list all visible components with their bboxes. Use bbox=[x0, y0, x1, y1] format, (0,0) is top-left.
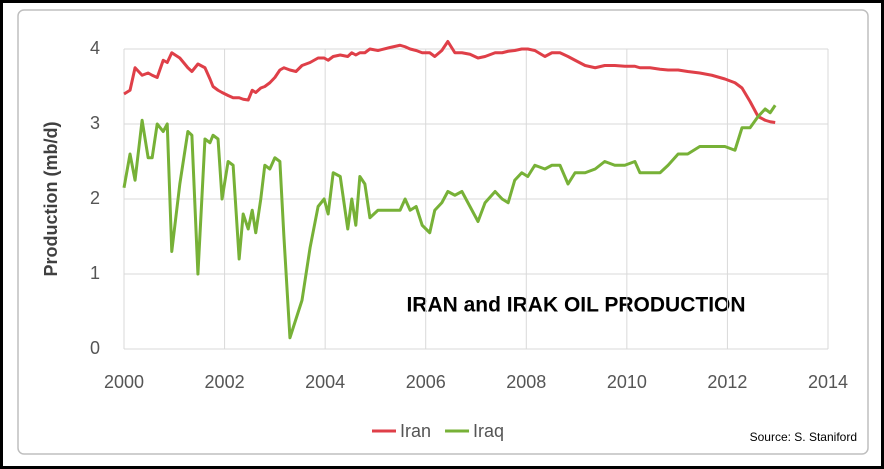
y-tick-label: 4 bbox=[90, 38, 100, 58]
y-tick-label: 2 bbox=[90, 188, 100, 208]
annotation: IRAN and IRAK OIL PRODUCTION bbox=[406, 294, 745, 317]
series-line bbox=[122, 104, 777, 340]
y-tick-label: 1 bbox=[90, 263, 100, 283]
x-tick-label: 2012 bbox=[707, 372, 747, 392]
legend-label: Iraq bbox=[473, 421, 504, 441]
x-tick-label: 2006 bbox=[406, 372, 446, 392]
legend-label: Iran bbox=[400, 421, 431, 441]
x-tick-label: 2008 bbox=[506, 372, 546, 392]
x-tick-label: 2010 bbox=[607, 372, 647, 392]
x-tick-label: 2004 bbox=[305, 372, 345, 392]
series-line bbox=[123, 40, 776, 124]
y-axis-label: Production (mb/d) bbox=[41, 122, 61, 277]
x-tick-label: 2002 bbox=[205, 372, 245, 392]
y-tick-label: 0 bbox=[90, 338, 100, 358]
source-note: Source: S. Staniford bbox=[750, 430, 857, 444]
chart-area-border bbox=[17, 9, 869, 455]
y-tick-label: 3 bbox=[90, 113, 100, 133]
x-tick-label: 2014 bbox=[808, 372, 848, 392]
x-tick-label: 2000 bbox=[104, 372, 144, 392]
